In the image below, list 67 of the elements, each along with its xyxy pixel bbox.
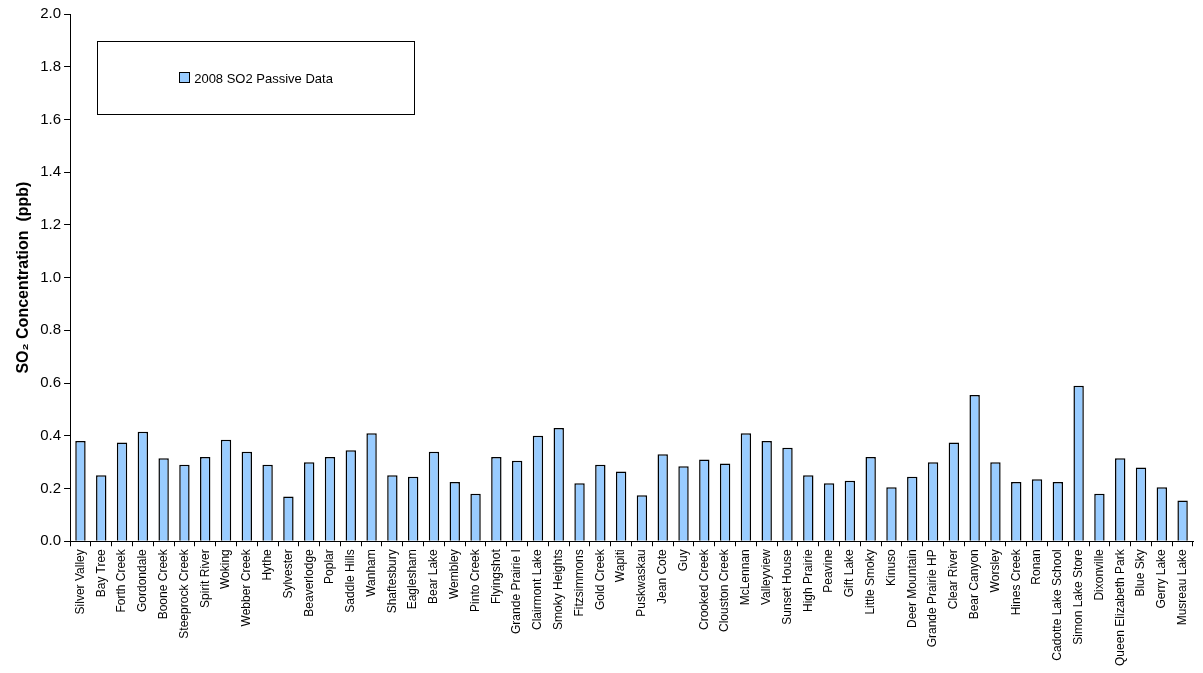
x-tick-label: Wapiti <box>613 549 628 583</box>
x-tick-label: Steeprock Creek <box>176 548 191 639</box>
x-tick-label: Peavine <box>821 548 836 593</box>
y-tick-label: 0.2 <box>40 478 62 496</box>
x-tick-label: Boone Creek <box>155 548 170 620</box>
x-tick-label: Wembley <box>447 549 462 600</box>
x-tick-label: High Prairie <box>800 548 815 612</box>
y-tick-label: 1.2 <box>40 215 62 233</box>
x-tick-label: Bay Tree <box>93 548 108 598</box>
x-tick-label: Sylvester <box>280 549 295 599</box>
x-tick-label: Musreau Lake <box>1174 548 1189 626</box>
y-tick-label: 1.8 <box>40 56 62 74</box>
x-tick-label: Kinuso <box>883 548 898 586</box>
x-tick-label: Poplar <box>322 549 337 584</box>
x-tick-label: Smoky Heights <box>551 549 566 630</box>
x-tick-label: Gordondale <box>135 548 150 612</box>
x-tick-label: Valleyview <box>759 548 774 606</box>
x-tick-label: Hines Creek <box>1008 548 1023 616</box>
x-tick-label: Gift Lake <box>842 548 857 598</box>
x-tick-label: Flyingshot <box>488 548 503 604</box>
x-tick-label: Worsley <box>987 549 1002 593</box>
x-tick-label: Saddle Hills <box>343 549 358 613</box>
x-tick-label: Clear River <box>946 549 961 610</box>
y-tick-label: 0.6 <box>40 373 62 391</box>
x-tick-label: Ronan <box>1029 549 1044 585</box>
x-tick-label: Hythe <box>259 548 274 581</box>
x-tick-label: Crooked Creek <box>696 548 711 630</box>
x-tick-label: Dixonville <box>1091 548 1106 601</box>
x-tick-label: Deer Mountain <box>904 549 919 628</box>
x-tick-label: Grande Prairie I <box>509 549 524 634</box>
y-tick-label: 1.0 <box>40 267 62 285</box>
x-tick-label: Shaftesbury <box>384 549 399 614</box>
x-tick-label: Jean Cote <box>655 548 670 604</box>
x-tick-label: Wanham <box>363 549 378 597</box>
x-tick-label: Sunset House <box>779 548 794 625</box>
x-tick-label: Spirit River <box>197 549 212 608</box>
y-tick-label: 0.0 <box>40 531 62 549</box>
x-tick-label: Blue Sky <box>1133 549 1148 597</box>
y-tick-label: 0.4 <box>40 425 62 443</box>
x-tick-label: Cadotte Lake School <box>1050 549 1065 661</box>
x-tick-label: Clairmont Lake <box>530 548 545 630</box>
x-tick-label: Silver Valley <box>72 549 87 615</box>
x-tick-label: Clouston Creek <box>717 548 732 632</box>
x-tick-label: Woking <box>218 549 233 590</box>
x-tick-label: Eaglesham <box>405 549 420 610</box>
x-tick-label: Forth Creek <box>114 548 129 613</box>
x-tick-label: Queen Elizabeth Park <box>1112 548 1127 667</box>
x-tick-label: Bear Lake <box>426 548 441 604</box>
y-tick-label: 1.6 <box>40 109 62 127</box>
x-tick-label: Pinto Creek <box>467 548 482 612</box>
x-tick-label: Gerry Lake <box>1154 548 1169 609</box>
y-axis-title: SO₂ Concentration (ppb) <box>14 181 32 374</box>
x-tick-label: Beaverlodge <box>301 548 316 617</box>
x-tick-label: Simon Lake Store <box>1070 548 1085 645</box>
y-tick-label: 2.0 <box>40 4 62 22</box>
y-tick-label: 1.4 <box>40 162 62 180</box>
x-tick-label: Little Smoky <box>862 549 877 615</box>
x-tick-label: Guy <box>675 549 690 572</box>
legend-label: 2008 SO2 Passive Data <box>193 70 333 86</box>
x-tick-label: McLennan <box>738 549 753 606</box>
x-tick-label: Grande Prairie HP <box>925 549 940 648</box>
x-tick-label: Gold Creek <box>592 548 607 610</box>
y-tick-label: 0.8 <box>40 320 62 338</box>
x-tick-label: Webber Creek <box>239 548 254 627</box>
x-tick-label: Bear Canyon <box>966 549 981 620</box>
x-tick-label: Puskwaskau <box>634 549 649 617</box>
x-tick-label: Fitzsimmons <box>571 549 586 617</box>
